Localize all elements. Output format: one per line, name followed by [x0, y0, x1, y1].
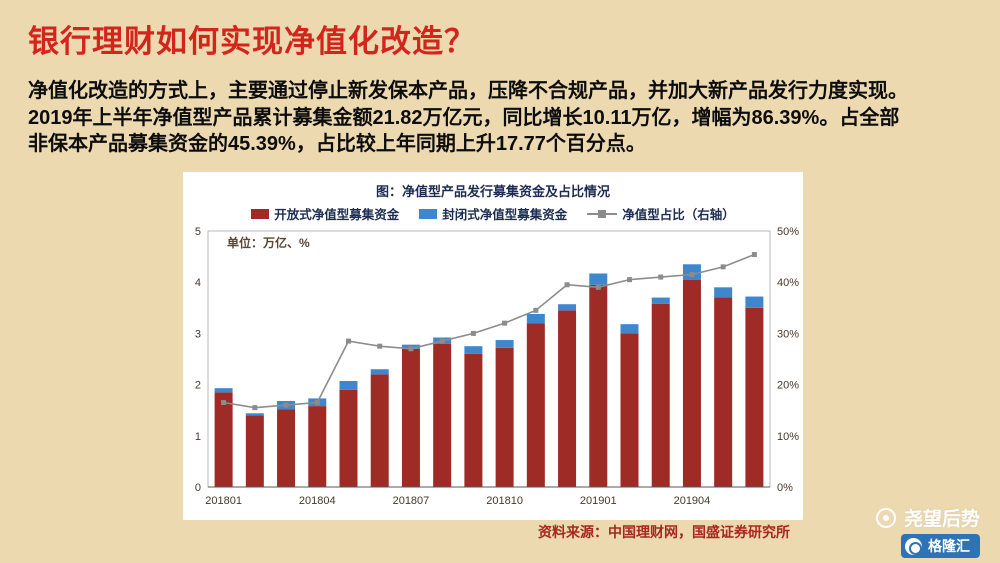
ratio-marker: [751, 252, 757, 258]
chart-legend: 开放式净值型募集资金 封闭式净值型募集资金 净值型占比（右轴）: [183, 204, 803, 223]
ratio-marker: [595, 284, 601, 290]
unit-label: 单位：万亿、%: [227, 236, 310, 250]
ratio-marker: [408, 346, 414, 352]
body-text: 净值化改造的方式上，主要通过停止新发保本产品，压降不合规产品，并加大新产品发行力…: [28, 78, 980, 158]
ratio-marker: [658, 274, 664, 280]
right-axis-tick: 10%: [777, 431, 799, 443]
bar-open: [745, 307, 764, 487]
bar-open: [682, 279, 701, 487]
gelonghui-badge: 格隆汇: [901, 534, 980, 558]
body-line-1: 净值化改造的方式上，主要通过停止新发保本产品，压降不合规产品，并加大新产品发行力…: [28, 80, 908, 102]
watermark-logo-icon: [875, 507, 896, 528]
bar-closed: [620, 324, 639, 334]
ratio-marker: [689, 272, 695, 278]
legend-label-closed: 封闭式净值型募集资金: [442, 208, 568, 222]
bar-closed: [558, 304, 577, 311]
ratio-marker: [221, 400, 227, 406]
bar-closed: [682, 264, 701, 280]
bar-open: [495, 347, 514, 487]
left-axis-tick: 2: [195, 380, 201, 392]
x-axis-tick: 201807: [393, 495, 430, 507]
legend-item-open: 开放式净值型募集资金: [251, 204, 399, 223]
bar-closed: [245, 413, 264, 416]
legend-line-marker-icon: [587, 209, 618, 218]
ratio-marker: [470, 330, 476, 336]
watermark: 尧望后势 格隆汇: [875, 504, 980, 558]
right-axis-tick: 0%: [777, 482, 793, 494]
ratio-marker: [283, 402, 289, 408]
ratio-marker: [377, 343, 383, 349]
gelonghui-logo-icon: [905, 537, 922, 555]
watermark-text: 尧望后势: [903, 509, 980, 530]
bar-open: [526, 323, 545, 487]
left-axis-tick: 0: [195, 482, 201, 494]
bar-open: [370, 374, 389, 487]
right-axis-tick: 40%: [777, 277, 799, 289]
bar-closed: [464, 346, 483, 354]
bar-open: [589, 284, 608, 487]
ratio-marker: [252, 405, 258, 411]
legend-swatch-closed-icon: [419, 208, 438, 219]
ratio-marker: [533, 307, 539, 313]
legend-label-ratio: 净值型占比（右轴）: [622, 208, 735, 222]
bar-closed: [745, 296, 764, 308]
bar-open: [464, 353, 483, 487]
bar-closed: [339, 381, 358, 390]
legend-item-closed: 封闭式净值型募集资金: [419, 204, 567, 223]
bar-open: [277, 409, 296, 487]
legend-swatch-open-icon: [251, 208, 270, 219]
gelonghui-label: 格隆汇: [928, 538, 970, 554]
chart-title: 图：净值型产品发行募集资金及占比情况: [375, 184, 610, 199]
bar-open: [339, 389, 358, 487]
left-axis-tick: 3: [195, 328, 201, 340]
chart-panel: 图：净值型产品发行募集资金及占比情况 开放式净值型募集资金 封闭式净值型募集资金…: [183, 172, 803, 520]
bar-open: [433, 343, 452, 487]
x-axis-tick: 201810: [486, 495, 523, 507]
ratio-marker: [502, 320, 508, 326]
bar-open: [214, 392, 233, 487]
ratio-marker: [346, 338, 351, 344]
bar-open: [651, 303, 670, 487]
right-axis-tick: 50%: [777, 226, 799, 238]
ratio-marker: [627, 277, 632, 283]
bar-closed: [370, 369, 389, 375]
bar-open: [308, 406, 327, 487]
bar-open: [558, 310, 577, 487]
bar-open: [620, 333, 639, 487]
left-axis-tick: 1: [195, 431, 201, 443]
bar-closed: [214, 388, 233, 393]
bar-closed: [651, 297, 670, 304]
legend-label-open: 开放式净值型募集资金: [274, 208, 400, 222]
right-axis-tick: 30%: [777, 328, 799, 340]
body-line-3: 非保本产品募集资金的45.39%，占比较上年同期上升17.77个百分点。: [28, 133, 646, 156]
left-axis-tick: 5: [195, 226, 201, 238]
ratio-line: [223, 253, 755, 409]
x-axis-tick: 201801: [205, 495, 242, 507]
x-axis-tick: 201901: [580, 495, 617, 507]
right-axis-tick: 20%: [777, 380, 799, 392]
ratio-marker: [314, 400, 320, 406]
bar-closed: [714, 287, 733, 298]
ratio-marker: [564, 282, 570, 288]
bar-open: [245, 415, 264, 487]
ratio-marker: [720, 264, 726, 270]
x-axis-tick: 201904: [674, 495, 711, 507]
bar-closed: [526, 313, 545, 324]
watermark-row: 尧望后势: [875, 504, 980, 531]
bar-open: [401, 348, 420, 487]
bar-closed: [589, 273, 608, 285]
legend-item-ratio: 净值型占比（右轴）: [587, 204, 735, 223]
source-note: 资料来源：中国理财网，国盛证券研究所: [538, 524, 790, 540]
bar-open: [714, 297, 733, 487]
body-line-2: 2019年上半年净值型产品累计募集金额21.82万亿元，同比增长10.11万亿，…: [28, 106, 900, 129]
ratio-marker: [439, 338, 445, 344]
page-title: 银行理财如何实现净值化改造？: [28, 24, 476, 59]
x-axis-tick: 201804: [299, 495, 336, 507]
bar-closed: [495, 340, 514, 348]
left-axis-tick: 4: [195, 277, 201, 289]
